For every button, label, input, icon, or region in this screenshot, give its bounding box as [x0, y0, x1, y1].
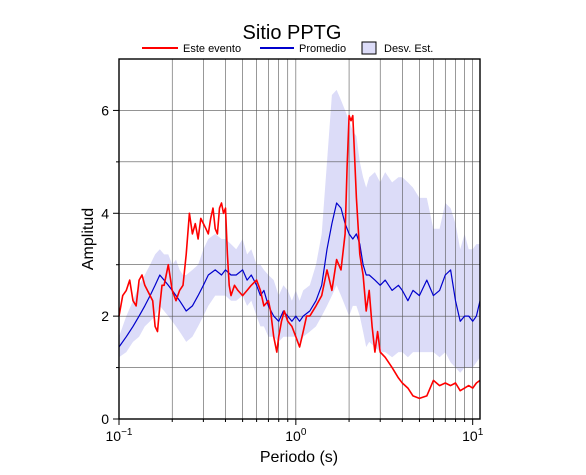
- series-line-promedio: [118, 202, 481, 348]
- y-tick-label: 6: [101, 102, 109, 118]
- legend-label-desv: Desv. Est.: [384, 43, 433, 55]
- frame-layer: [118, 58, 481, 420]
- x-tick-label: 10−1: [106, 427, 133, 444]
- legend-label-este: Este evento: [183, 43, 241, 55]
- series-layer: [118, 114, 481, 400]
- plot-frame: [118, 58, 481, 420]
- x-tick-label: 101: [462, 427, 484, 444]
- legend-swatch-desv: [361, 41, 377, 55]
- x-axis-label: Periodo (s): [260, 449, 338, 466]
- tick-layer: 0 2 4 6 10−1 100 101: [101, 102, 483, 444]
- chart-title: Sitio PPTG: [243, 22, 342, 44]
- legend-label-promedio: Promedio: [299, 43, 346, 55]
- series-line-este-evento: [118, 114, 481, 400]
- y-tick-label: 0: [101, 411, 109, 427]
- std-band-layer: [119, 89, 480, 373]
- grid-layer: [118, 59, 480, 419]
- x-tick-label: 100: [285, 427, 307, 444]
- y-tick-label: 2: [101, 308, 109, 324]
- y-axis-label: Amplitud: [80, 208, 97, 270]
- legend: Este evento Promedio Desv. Est.: [142, 41, 433, 55]
- y-tick-label: 4: [101, 205, 109, 221]
- std-band: [119, 89, 480, 373]
